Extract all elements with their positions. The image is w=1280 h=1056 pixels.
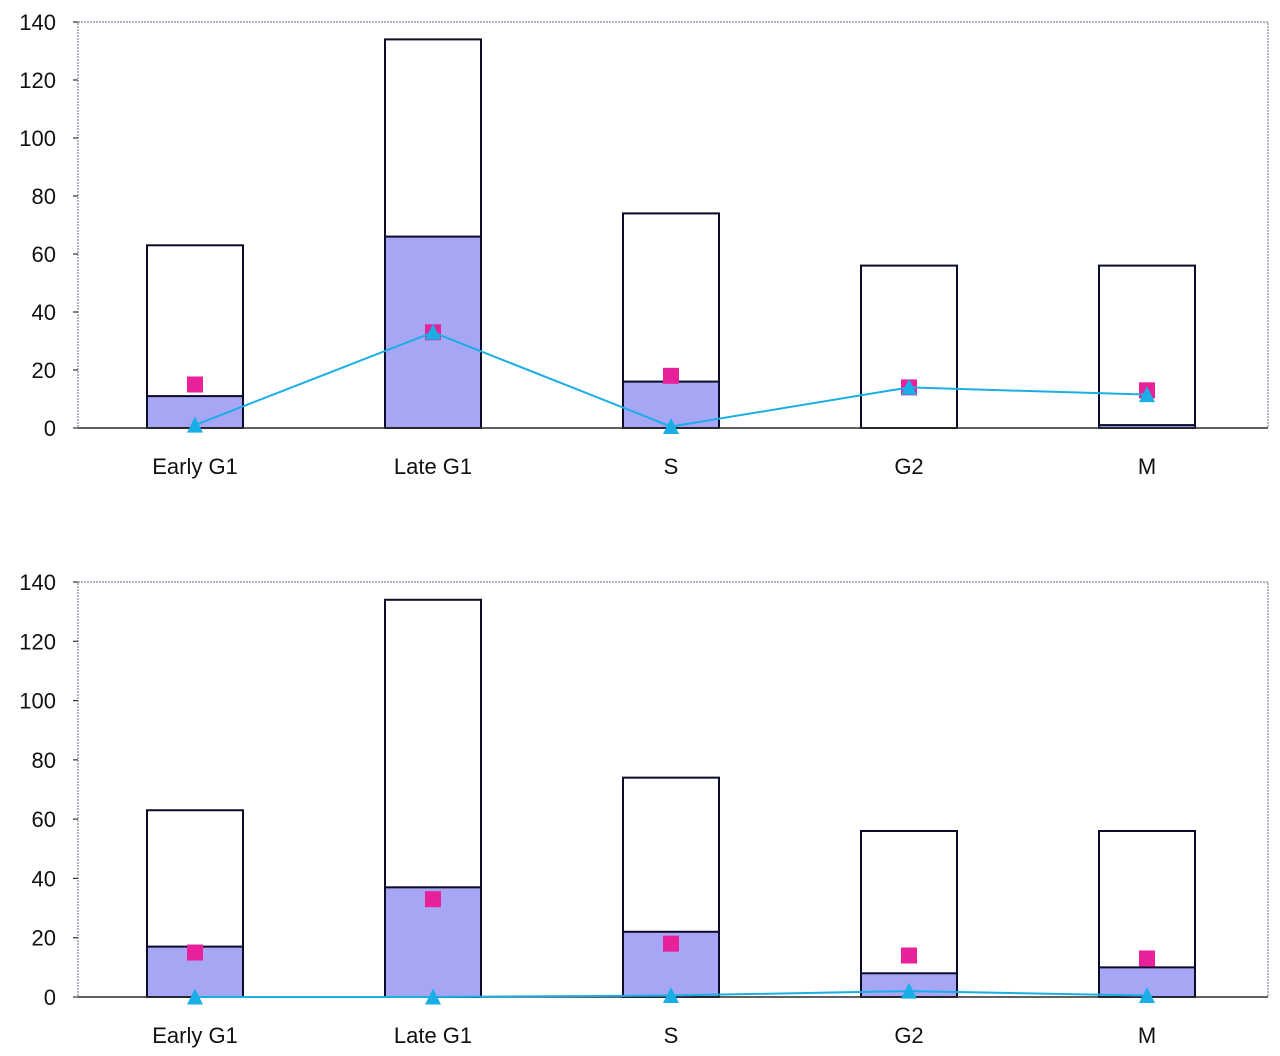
y-tick-label: 140 [19,10,56,35]
y-tick-label: 100 [19,689,56,714]
triangle-marker [663,987,679,1004]
triangle-marker [663,418,679,435]
triangle-marker [1139,386,1155,403]
bar-outline [1098,264,1196,429]
x-tick-label: S [664,454,679,479]
x-tick-label: Late G1 [394,1023,472,1048]
y-tick-label: 40 [32,300,56,325]
y-tick-label: 20 [32,358,56,383]
square-marker [425,891,441,908]
x-tick-label: G2 [894,1023,923,1048]
y-tick-label: 80 [32,184,56,209]
y-tick-label: 60 [32,242,56,267]
square-marker [663,367,679,384]
x-tick-label: Early G1 [152,1023,238,1048]
square-marker [1139,950,1155,967]
bar-outline [860,264,958,429]
y-tick-label: 20 [32,926,56,951]
triangle-marker [425,988,441,1005]
square-marker [187,944,203,961]
triangle-marker [901,982,917,999]
y-tick-label: 120 [19,68,56,93]
square-marker [663,935,679,952]
chart-panel-1: 0 20 40 60 80 100 120 140 Early G1 Late G1 S G2 M [19,10,1269,479]
x-tick-label: G2 [894,454,923,479]
triangle-marker [901,378,917,395]
x-tick-label: Early G1 [152,454,238,479]
y-tick-label: 0 [44,985,56,1010]
triangle-marker [1139,987,1155,1004]
square-marker [901,947,917,964]
y-tick-label: 100 [19,126,56,151]
y-tick-label: 140 [19,570,56,595]
x-tick-label: Late G1 [394,454,472,479]
x-tick-label: M [1138,454,1156,479]
y-tick-label: 40 [32,866,56,891]
y-tick-label: 80 [32,748,56,773]
square-marker [187,376,203,393]
y-tick-label: 120 [19,629,56,654]
bar-outline [860,830,958,998]
plot-frame [77,21,1269,429]
y-tick-label: 60 [32,807,56,832]
x-tick-label: S [664,1023,679,1048]
chart-panel-2: 0 20 40 60 80 100 120 140 Early G1 Late G1 S G2 M [19,570,1269,1048]
triangle-marker [187,416,203,433]
x-tick-label: M [1138,1023,1156,1048]
triangle-marker [425,323,441,340]
y-tick-label: 0 [44,416,56,441]
triangle-marker [187,988,203,1005]
